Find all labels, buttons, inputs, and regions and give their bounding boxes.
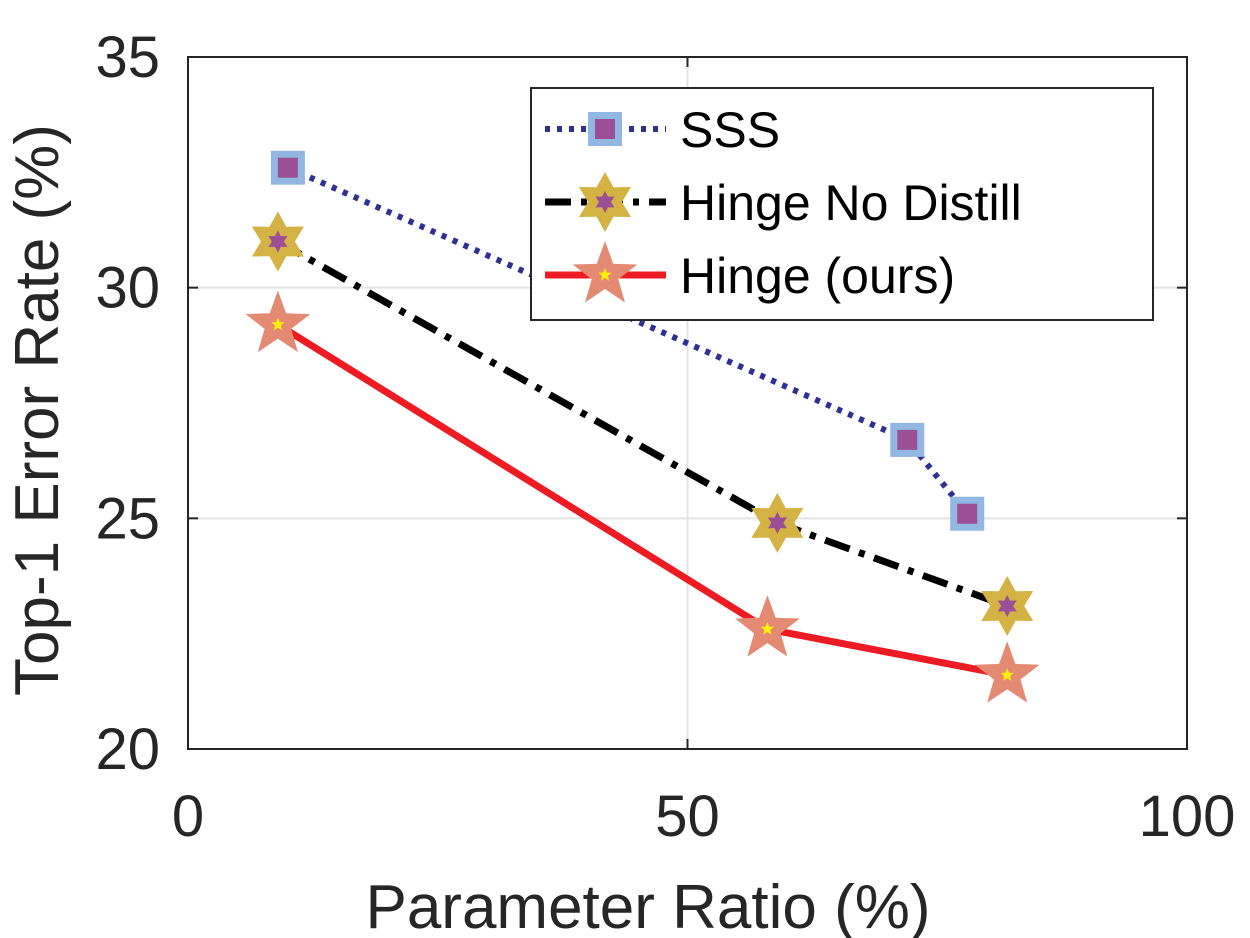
x-tick-label-1: 50 — [655, 784, 720, 849]
series-0-marker-1 — [897, 429, 918, 450]
x-tick-label-2: 100 — [1139, 784, 1236, 849]
legend-label-2: Hinge (ours) — [680, 248, 955, 304]
series-1-marker-0 — [268, 230, 288, 253]
legend-marker-0 — [595, 119, 615, 139]
tick-marks — [187, 56, 1188, 750]
y-tick-label-2: 30 — [95, 256, 160, 321]
series-markers — [245, 150, 1040, 703]
series-2-marker-0 — [271, 317, 285, 331]
y-tick-labels: 20 25 30 35 — [95, 25, 160, 782]
series-1-marker-2 — [997, 595, 1017, 617]
x-tick-label-0: 0 — [172, 784, 204, 849]
series-0-marker-0 — [277, 157, 298, 178]
series-1-marker-1 — [767, 511, 787, 534]
series-0-marker-2 — [957, 503, 978, 524]
legend-label-0: SSS — [680, 102, 780, 158]
y-tick-label-0: 20 — [95, 717, 160, 782]
legend-label-1: Hinge No Distill — [680, 175, 1022, 231]
series-2-marker-1 — [760, 622, 775, 635]
legend-marker-1 — [595, 191, 615, 213]
y-tick-label-1: 25 — [95, 486, 160, 551]
y-tick-label-3: 35 — [95, 25, 160, 90]
series-2-marker-2 — [1000, 668, 1014, 681]
x-axis-title: Parameter Ratio (%) — [365, 873, 930, 938]
x-tick-labels: 0 50 100 — [172, 784, 1236, 849]
legend: SSS Hinge No Distill Hinge (ours) — [530, 87, 1154, 321]
y-axis-title: Top-1 Error Rate (%) — [3, 124, 72, 696]
legend-marker-2 — [598, 268, 612, 281]
